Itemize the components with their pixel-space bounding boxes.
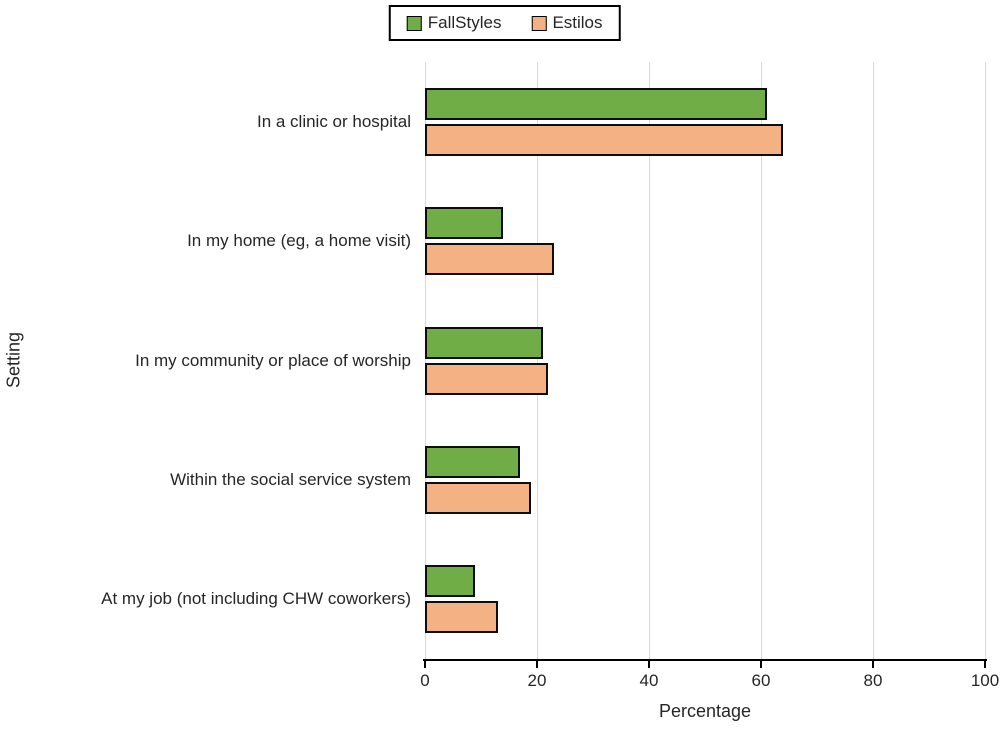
- legend-item-fallstyles[interactable]: FallStyles: [406, 13, 502, 33]
- category-label: At my job (not including CHW coworkers): [101, 589, 411, 609]
- x-tick-label-80: 80: [863, 671, 883, 690]
- plot-area: In a clinic or hospital In my home (eg, a…: [101, 62, 999, 690]
- bar-fallstyles-1: [425, 207, 504, 240]
- bar-estilos-0: [425, 123, 784, 156]
- gridline-20: [536, 62, 538, 659]
- legend-item-estilos[interactable]: Estilos: [531, 13, 603, 33]
- bar-fallstyles-3: [425, 445, 521, 478]
- gridline-0: [424, 62, 426, 659]
- category-label: In my community or place of worship: [135, 350, 411, 370]
- x-axis-tick-0: [424, 659, 426, 668]
- x-axis-line: [423, 659, 987, 661]
- bar-fallstyles-2: [425, 326, 543, 359]
- x-axis-tick-40: [648, 659, 650, 668]
- x-axis-tick-80: [872, 659, 874, 668]
- x-tick-label-60: 60: [751, 671, 771, 690]
- bar-fallstyles-4: [425, 565, 476, 598]
- gridline-100: [984, 62, 986, 659]
- gridline-40: [648, 62, 650, 659]
- bar-fallstyles-0: [425, 87, 767, 120]
- bar-estilos-3: [425, 481, 532, 514]
- bar-estilos-4: [425, 601, 498, 634]
- legend-label-estilos: Estilos: [552, 13, 603, 32]
- gridline-60: [760, 62, 762, 659]
- bar-estilos-1: [425, 243, 554, 276]
- x-axis-tick-60: [760, 659, 762, 668]
- category-label: Within the social service system: [170, 469, 411, 489]
- x-tick-label-20: 20: [527, 671, 547, 690]
- x-axis-tick-20: [536, 659, 538, 668]
- legend: FallStyles Estilos: [388, 5, 621, 41]
- x-tick-label-0: 0: [420, 671, 430, 690]
- gridline-80: [872, 62, 874, 659]
- legend-swatch-estilos: [531, 15, 547, 31]
- legend-label-fallstyles: FallStyles: [427, 13, 502, 32]
- category-label: In my home (eg, a home visit): [187, 231, 411, 251]
- bar-estilos-2: [425, 362, 549, 395]
- x-axis-tick-100: [984, 659, 986, 668]
- x-tick-label-100: 100: [970, 671, 1000, 690]
- legend-swatch-fallstyles: [406, 15, 422, 31]
- category-label: In a clinic or hospital: [256, 111, 411, 131]
- x-tick-label-40: 40: [639, 671, 659, 690]
- x-axis-title: Percentage: [658, 701, 752, 721]
